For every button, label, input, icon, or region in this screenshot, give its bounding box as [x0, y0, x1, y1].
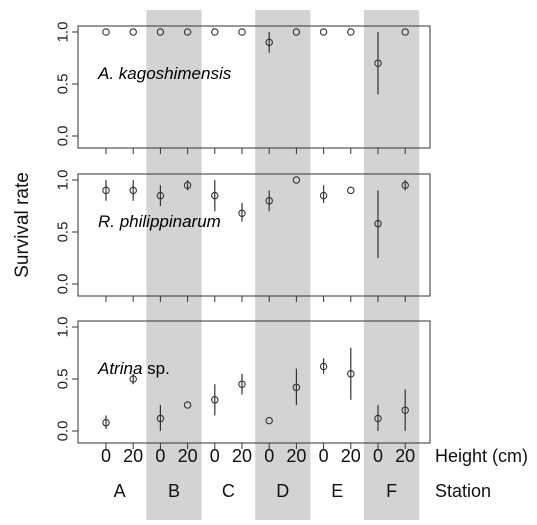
data-point: [292, 383, 301, 392]
data-point: [401, 28, 409, 36]
height-tick-label: 0: [373, 446, 383, 466]
data-point: [183, 401, 192, 409]
station-tick-label: C: [222, 481, 235, 501]
panel-title-plain: sp.: [142, 359, 169, 378]
data-point: [129, 28, 137, 36]
data-point: [156, 414, 165, 423]
panel-title-italic: R. philippinarum: [98, 212, 221, 231]
data-point: [102, 28, 110, 36]
y-tick-label: 0.0: [54, 126, 71, 147]
data-point: [211, 28, 219, 36]
panel-frame: [77, 320, 431, 444]
data-point: [265, 38, 273, 47]
y-tick-label: 1.0: [54, 170, 71, 191]
data-point: [319, 28, 328, 36]
shade-band-B: [146, 10, 202, 520]
height-tick-label: 20: [286, 446, 306, 466]
height-tick-label: 0: [155, 446, 165, 466]
y-tick-label: 0.5: [54, 74, 71, 95]
station-tick-label: E: [331, 481, 343, 501]
data-point: [238, 28, 246, 36]
panel-3: 0.0 0.5 1.0 Atrina sp.: [54, 317, 431, 449]
height-tick-label: 0: [319, 446, 329, 466]
shading-layer: [146, 10, 420, 520]
height-tick-label: 20: [178, 446, 198, 466]
data-point: [347, 370, 355, 378]
data-point: [374, 59, 382, 67]
data-point: [129, 375, 137, 383]
station-tick-label: D: [276, 481, 289, 501]
panel-title: A. kagoshimensis: [97, 64, 232, 83]
panel-title: R. philippinarum: [98, 212, 221, 231]
data-point: [347, 28, 355, 36]
y-tick-label: 0.0: [54, 274, 71, 295]
data-point: [265, 197, 273, 205]
data-point: [183, 28, 192, 36]
shade-band-F: [364, 10, 420, 520]
panel-title: Atrina sp.: [97, 359, 170, 378]
data-point: [265, 416, 273, 425]
panel-title-italic: Atrina: [97, 359, 142, 378]
data-point: [238, 380, 246, 388]
panel-1: 0.0 0.5 1.0 A. kagoshimensis: [54, 22, 431, 154]
height-tick-label: 20: [232, 446, 252, 466]
data-point: [211, 396, 219, 404]
y-tick-label: 0.0: [54, 421, 71, 442]
station-tick-label: B: [168, 481, 180, 501]
y-tick-label: 1.0: [54, 317, 71, 338]
panel-2: 0.0 0.5 1.0 R. philippinarum: [54, 170, 431, 302]
height-unit-label: Height (cm): [435, 446, 528, 466]
panel-title-italic: A. kagoshimensis: [97, 64, 232, 83]
data-point: [211, 191, 219, 200]
height-tick-label: 20: [341, 446, 361, 466]
station-axis-label: Station: [435, 481, 491, 501]
data-point: [319, 191, 328, 200]
data-point: [401, 181, 409, 189]
data-point: [374, 219, 382, 228]
station-tick-label: A: [114, 481, 126, 501]
y-tick-label: 1.0: [54, 22, 71, 43]
panel-frame: [77, 173, 431, 297]
data-point: [102, 418, 110, 427]
data-point: [347, 186, 355, 195]
height-tick-label: 20: [123, 446, 143, 466]
data-point: [156, 191, 165, 200]
station-tick-label: F: [386, 481, 397, 501]
data-point: [319, 362, 328, 371]
data-point: [374, 414, 382, 423]
data-point: [102, 186, 110, 195]
y-tick-label: 0.5: [54, 222, 71, 243]
panel-frame: [77, 25, 431, 149]
height-tick-label: 0: [101, 446, 111, 466]
height-tick-label: 0: [210, 446, 220, 466]
panels-layer: 0.0 0.5 1.0 A. kagoshimensis 0.0 0.5 1.0 R. phi…: [54, 22, 431, 449]
height-tick-label: 0: [264, 446, 274, 466]
data-point: [156, 28, 165, 36]
data-point: [238, 209, 246, 218]
y-tick-label: 0.5: [54, 369, 71, 390]
y-axis-label: Survival rate: [12, 172, 33, 278]
data-point: [129, 186, 137, 195]
data-point: [292, 176, 301, 184]
data-point: [292, 28, 301, 36]
shade-band-D: [255, 10, 311, 520]
data-point: [401, 406, 409, 414]
height-tick-label: 20: [395, 446, 415, 466]
data-point: [183, 181, 192, 189]
